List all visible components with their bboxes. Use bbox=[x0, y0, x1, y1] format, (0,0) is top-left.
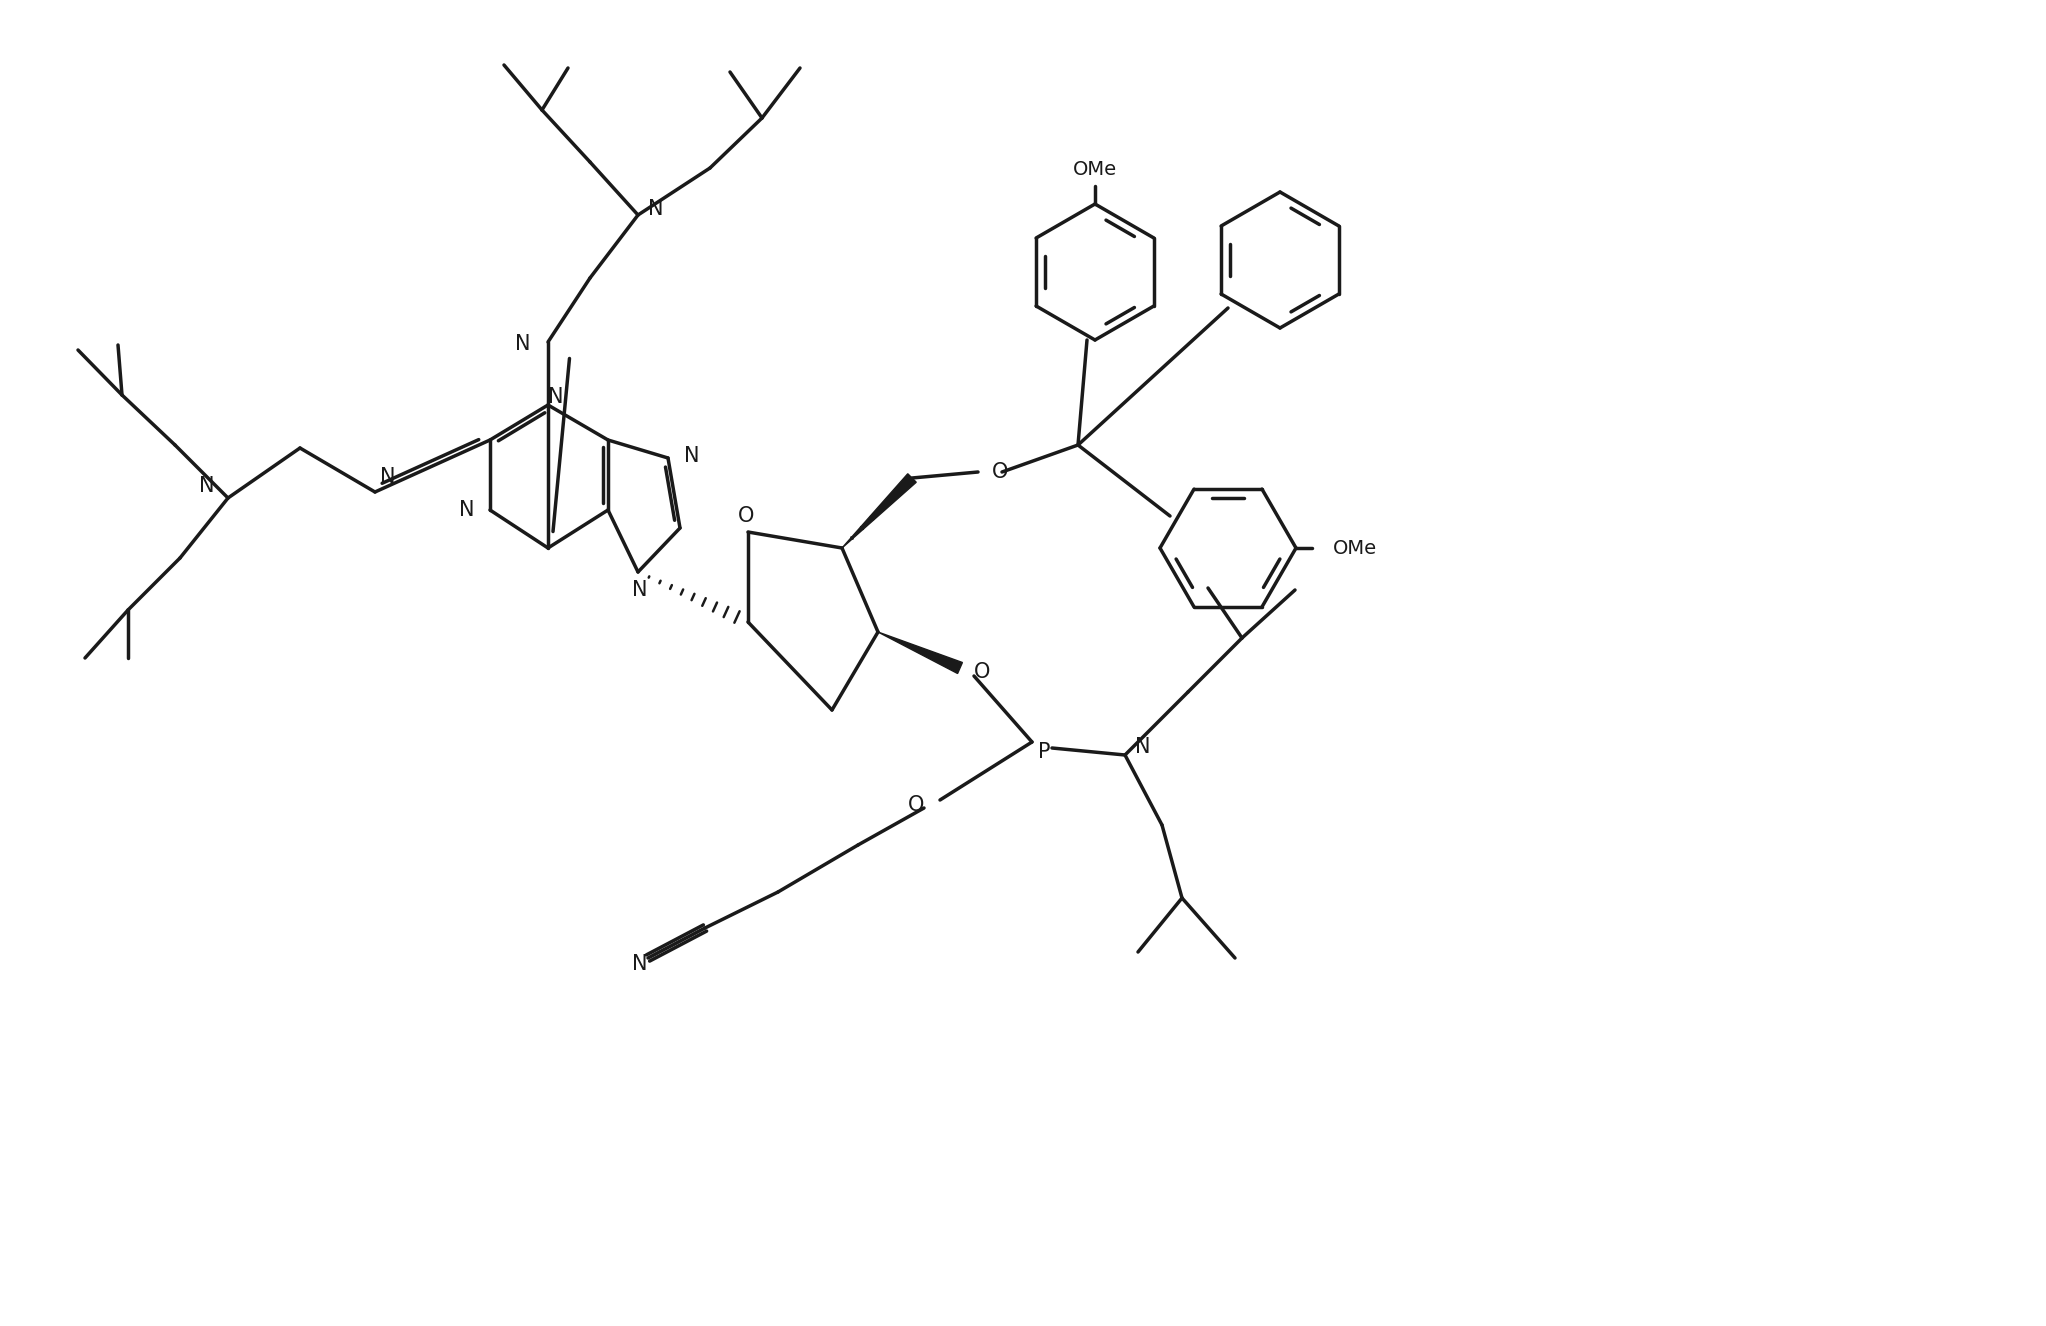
Text: N: N bbox=[198, 476, 215, 496]
Text: N: N bbox=[683, 446, 700, 465]
Text: O: O bbox=[992, 461, 1009, 481]
Text: OMe: OMe bbox=[1072, 159, 1117, 179]
Text: N: N bbox=[632, 579, 649, 599]
Polygon shape bbox=[843, 473, 917, 548]
Text: O: O bbox=[739, 507, 755, 526]
Text: N: N bbox=[381, 467, 395, 487]
Text: P: P bbox=[1037, 743, 1050, 762]
Text: O: O bbox=[974, 662, 990, 682]
Text: N: N bbox=[514, 334, 530, 354]
Text: N: N bbox=[1136, 737, 1150, 757]
Polygon shape bbox=[878, 633, 962, 674]
Text: N: N bbox=[458, 500, 475, 520]
Text: O: O bbox=[908, 796, 925, 815]
Text: OMe: OMe bbox=[1334, 538, 1377, 557]
Text: N: N bbox=[632, 953, 649, 975]
Text: N: N bbox=[548, 387, 565, 407]
Text: N: N bbox=[649, 199, 663, 219]
